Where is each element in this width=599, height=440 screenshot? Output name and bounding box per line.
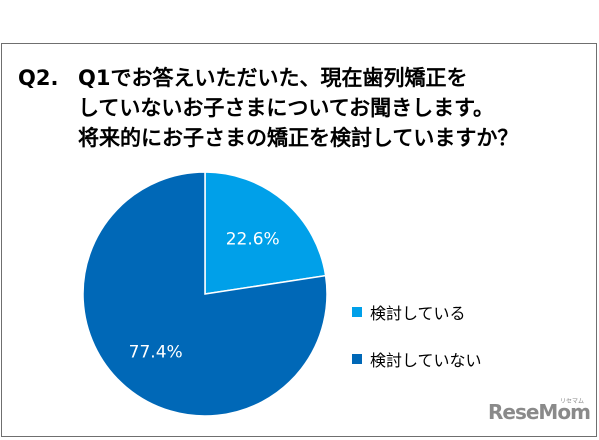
legend-item-considering: 検討している	[352, 302, 466, 323]
pie-label-considering: 22.6%	[226, 229, 280, 249]
resemom-logo-kana: リセマム	[560, 398, 585, 405]
pie-slice-not-considering	[82, 171, 328, 417]
question-line-3: 将来的にお子さまの矯正を検討していますか？	[78, 126, 519, 150]
legend-item-not-considering: 検討していない	[352, 349, 482, 370]
pie-slice-considering	[204, 171, 327, 295]
question-number: Q2.	[18, 66, 59, 90]
question-line-1: Q1でお答えいただいた、現在歯列矯正を	[78, 66, 468, 90]
resemom-logo: ReseMom	[488, 400, 591, 424]
legend-label-considering: 検討している	[370, 304, 466, 323]
legend-swatch-not-considering	[352, 354, 362, 364]
legend-swatch-considering	[352, 307, 362, 317]
legend-label-not-considering: 検討していない	[370, 351, 482, 370]
pie-label-not-considering: 77.4%	[129, 342, 183, 362]
question-line-2: していないお子さまについてお聞きします。	[78, 96, 495, 120]
